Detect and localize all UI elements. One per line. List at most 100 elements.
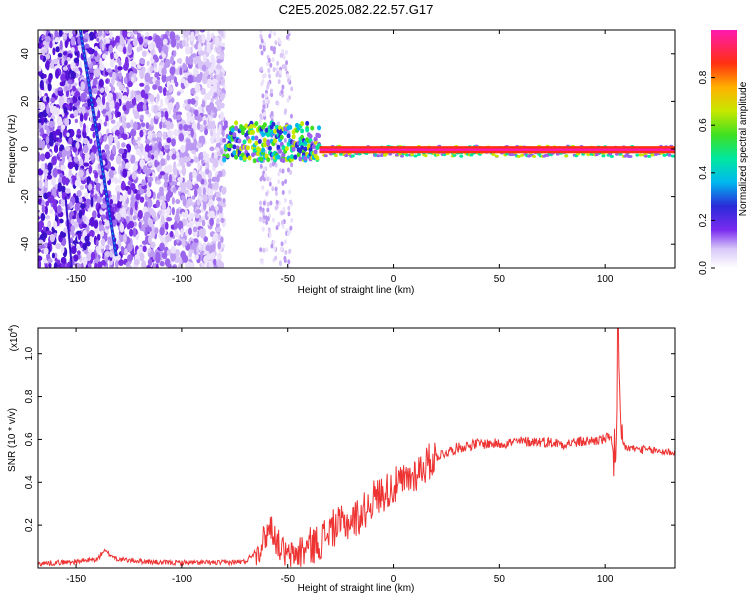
spectrogram-cell [350, 154, 355, 158]
spectrogram-cell [142, 103, 147, 112]
spectrogram-cell [259, 163, 263, 169]
spectrogram-cell [68, 201, 73, 208]
spectrogram-cell [126, 32, 131, 38]
spectrogram-cell [182, 30, 189, 37]
spectrogram-cell [435, 153, 440, 157]
spectrogram-cell [131, 76, 135, 82]
spectrogram-cell [196, 73, 202, 83]
spectrogram-cell [284, 146, 289, 152]
spectrogram-cell [210, 73, 214, 78]
spectrogram-cell [156, 93, 160, 102]
spectrogram-cell [276, 60, 280, 66]
spectrogram-cell [270, 45, 274, 51]
spectrogram-cell [148, 94, 155, 102]
spectrogram-cell [114, 64, 118, 75]
spectrogram-cell [153, 66, 158, 72]
spectrogram-cell [43, 117, 48, 123]
spectrogram-cell [259, 156, 264, 162]
spectrogram-cell [300, 128, 305, 134]
spectrogram-ticks: -150 -100 -50 0 50 100 -40 -20 0 20 40 [20, 30, 675, 285]
spectrogram-cell [59, 81, 66, 87]
spectrogram-cell [40, 212, 46, 222]
spectrogram-cell [41, 34, 46, 40]
spectrogram-cell [117, 66, 123, 71]
spectrogram-cell [136, 103, 142, 112]
spectrogram-cell [601, 154, 606, 158]
spectrogram-cell [219, 52, 225, 60]
spectrogram-cell [289, 225, 293, 231]
spectrogram-cell [97, 261, 103, 268]
spectrogram-cell [167, 189, 174, 198]
spectrogram-cell [123, 63, 129, 71]
spectrogram-cell [188, 171, 193, 181]
spectrogram-cell [178, 132, 185, 142]
spectrogram-cell [216, 58, 222, 64]
spectrogram-cell [147, 186, 151, 194]
spectrogram-cell [216, 259, 223, 268]
spectrogram-cell [114, 101, 120, 111]
spectrogram-cell [191, 195, 196, 200]
spectrogram-cell [171, 207, 175, 216]
spectrogram-cell [202, 151, 207, 158]
spectrogram-cell [93, 227, 100, 234]
spectrogram-cell [232, 150, 237, 156]
spectrogram-cell [90, 197, 94, 208]
spectrogram-cell [72, 85, 76, 92]
spectrogram-cell [211, 87, 215, 97]
spectrogram-cell [204, 128, 209, 136]
spectrogram-cell [186, 197, 193, 207]
spectrogram-cell [126, 143, 131, 150]
spectrogram-cell [188, 262, 194, 268]
spectrogram-cell [172, 186, 177, 193]
spectrogram-cell [71, 231, 75, 239]
spectrogram-cell [174, 35, 181, 41]
spectrogram-cell [100, 214, 107, 220]
snr-y-tick-label: 1.0 [24, 346, 35, 360]
spectrogram-cell [112, 92, 117, 102]
spectrogram-cell [142, 245, 147, 253]
spectrogram-cell [205, 168, 210, 175]
spectrogram-cell [270, 92, 274, 98]
spectrogram-cell [44, 43, 48, 54]
spectrogram-cell [647, 154, 652, 158]
spectrogram-cell [121, 142, 126, 148]
spectrogram-cell [74, 90, 81, 98]
spectrogram-cell [68, 30, 73, 39]
spectrogram-cell [254, 135, 259, 141]
spectrogram-cell [171, 37, 177, 48]
spectrogram-cell [202, 76, 208, 85]
spectrogram-cell [110, 77, 115, 86]
spectrogram-cell [281, 190, 285, 196]
spectrogram-cell [158, 86, 163, 94]
spectrogram-cell [81, 106, 86, 115]
spectrogram-cell [172, 265, 177, 268]
spectrogram-cell [108, 44, 113, 54]
spectrogram-cell [254, 121, 259, 127]
spectrogram-cell [167, 102, 174, 111]
spectrogram-cell [45, 96, 50, 102]
spectrogram-cell [216, 252, 222, 260]
spectrogram-cell [38, 139, 43, 148]
spectrogram-cell [94, 46, 99, 51]
spectrogram-cell [208, 260, 213, 268]
spectrogram-cell [89, 127, 96, 132]
spectrogram-cell [313, 149, 318, 155]
spectrogram-cell [188, 220, 194, 228]
spectrogram-cell [118, 84, 125, 92]
spectrogram-cell [251, 135, 256, 141]
spectrogram-cell [149, 64, 154, 73]
spectrogram-cell [90, 189, 94, 195]
spectrogram-cell [119, 125, 124, 134]
spectrogram-cell [628, 154, 633, 158]
spectrogram-streak-secondary [64, 196, 73, 268]
spectrogram-cell [100, 203, 107, 209]
spectrogram-cell [147, 258, 153, 267]
spectrogram-cell [44, 41, 50, 46]
spectrogram-cell [43, 83, 48, 92]
spectrogram-cell [183, 124, 189, 131]
spectrogram-cell [284, 178, 288, 184]
spectrogram-cell [288, 248, 292, 254]
spectrogram-cell [405, 153, 410, 157]
spectrogram-cell [108, 112, 112, 121]
spectrogram-cell [152, 137, 158, 142]
